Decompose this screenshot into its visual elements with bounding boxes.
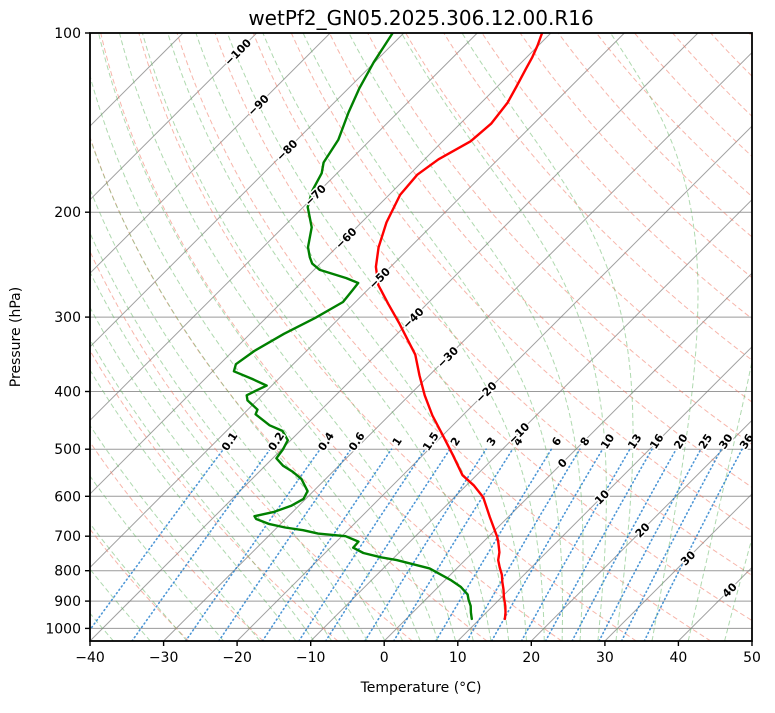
y-tick-label: 500 [54, 442, 81, 458]
dewpoint-profile [232, 33, 473, 621]
x-tick-label: 20 [522, 650, 540, 666]
x-tick-label: 0 [380, 650, 389, 666]
mixing-ratio-label: 10 [598, 431, 617, 451]
x-tick-label: 30 [596, 650, 614, 666]
x-tick-label: 10 [449, 650, 467, 666]
x-axis-ticks: −40 −30 −20 −10 0 10 20 30 40 50 [75, 641, 761, 666]
x-tick-label: −10 [296, 650, 326, 666]
dewpoint-line [232, 33, 473, 621]
isotherm-label: −20 [473, 379, 500, 406]
y-axis-label: Pressure (hPa) [8, 287, 24, 387]
mixing-ratio-label: 8 [578, 435, 593, 449]
moist-adiabat-lines [90, 33, 752, 641]
y-tick-label: 100 [54, 26, 81, 42]
y-tick-label: 600 [54, 489, 81, 505]
mixing-ratio-label: 13 [625, 432, 644, 452]
x-axis-label: Temperature (°C) [360, 680, 482, 696]
y-tick-label: 900 [54, 594, 81, 610]
mixing-ratio-label: 30 [716, 431, 735, 451]
pressure-gridlines [90, 33, 752, 629]
x-tick-label: −40 [75, 650, 105, 666]
mixing-ratio-label: 0.4 [315, 430, 337, 454]
dry-adiabat-lines [90, 33, 752, 641]
axes-frame [89, 32, 753, 642]
x-tick-label: −30 [149, 650, 179, 666]
isotherm-label: −30 [435, 344, 462, 371]
y-tick-label: 300 [54, 310, 81, 326]
isotherm-label: −90 [245, 92, 272, 119]
isotherm-label: −70 [302, 182, 329, 209]
y-tick-label: 200 [54, 205, 81, 221]
mixing-ratio-label: 20 [671, 431, 690, 451]
mixing-ratio-label: 36 [737, 431, 756, 451]
chart-title: wetPf2_GN05.2025.306.12.00.R16 [248, 6, 593, 30]
temperature-line [374, 33, 544, 621]
y-tick-label: 700 [54, 529, 81, 545]
axes-decorations: −40 −30 −20 −10 0 10 20 30 40 50 100 200 300 400 500 60… [45, 26, 761, 666]
x-tick-label: 40 [669, 650, 687, 666]
x-tick-label: −20 [222, 650, 252, 666]
y-tick-label: 800 [54, 564, 81, 580]
y-tick-label: 400 [54, 385, 81, 401]
y-tick-label: 1000 [45, 621, 81, 637]
mixing-ratio-label: 1 [390, 435, 405, 449]
temperature-profile [374, 33, 544, 621]
isotherm-lines [90, 33, 752, 641]
mixing-ratio-label: 0.6 [346, 430, 368, 454]
plot-area [90, 33, 752, 641]
y-axis-ticks: 100 200 300 400 500 600 700 800 900 1000 [45, 26, 90, 637]
x-tick-label: 50 [743, 650, 761, 666]
mixing-ratio-lines [90, 448, 743, 641]
mixing-ratio-label: 1.5 [420, 430, 442, 453]
mixing-ratio-label: 2 [448, 435, 463, 449]
mixing-ratio-label: 3 [484, 435, 499, 449]
mixing-ratio-label: 25 [696, 432, 715, 452]
mixing-ratio-label: 0.1 [219, 430, 241, 453]
